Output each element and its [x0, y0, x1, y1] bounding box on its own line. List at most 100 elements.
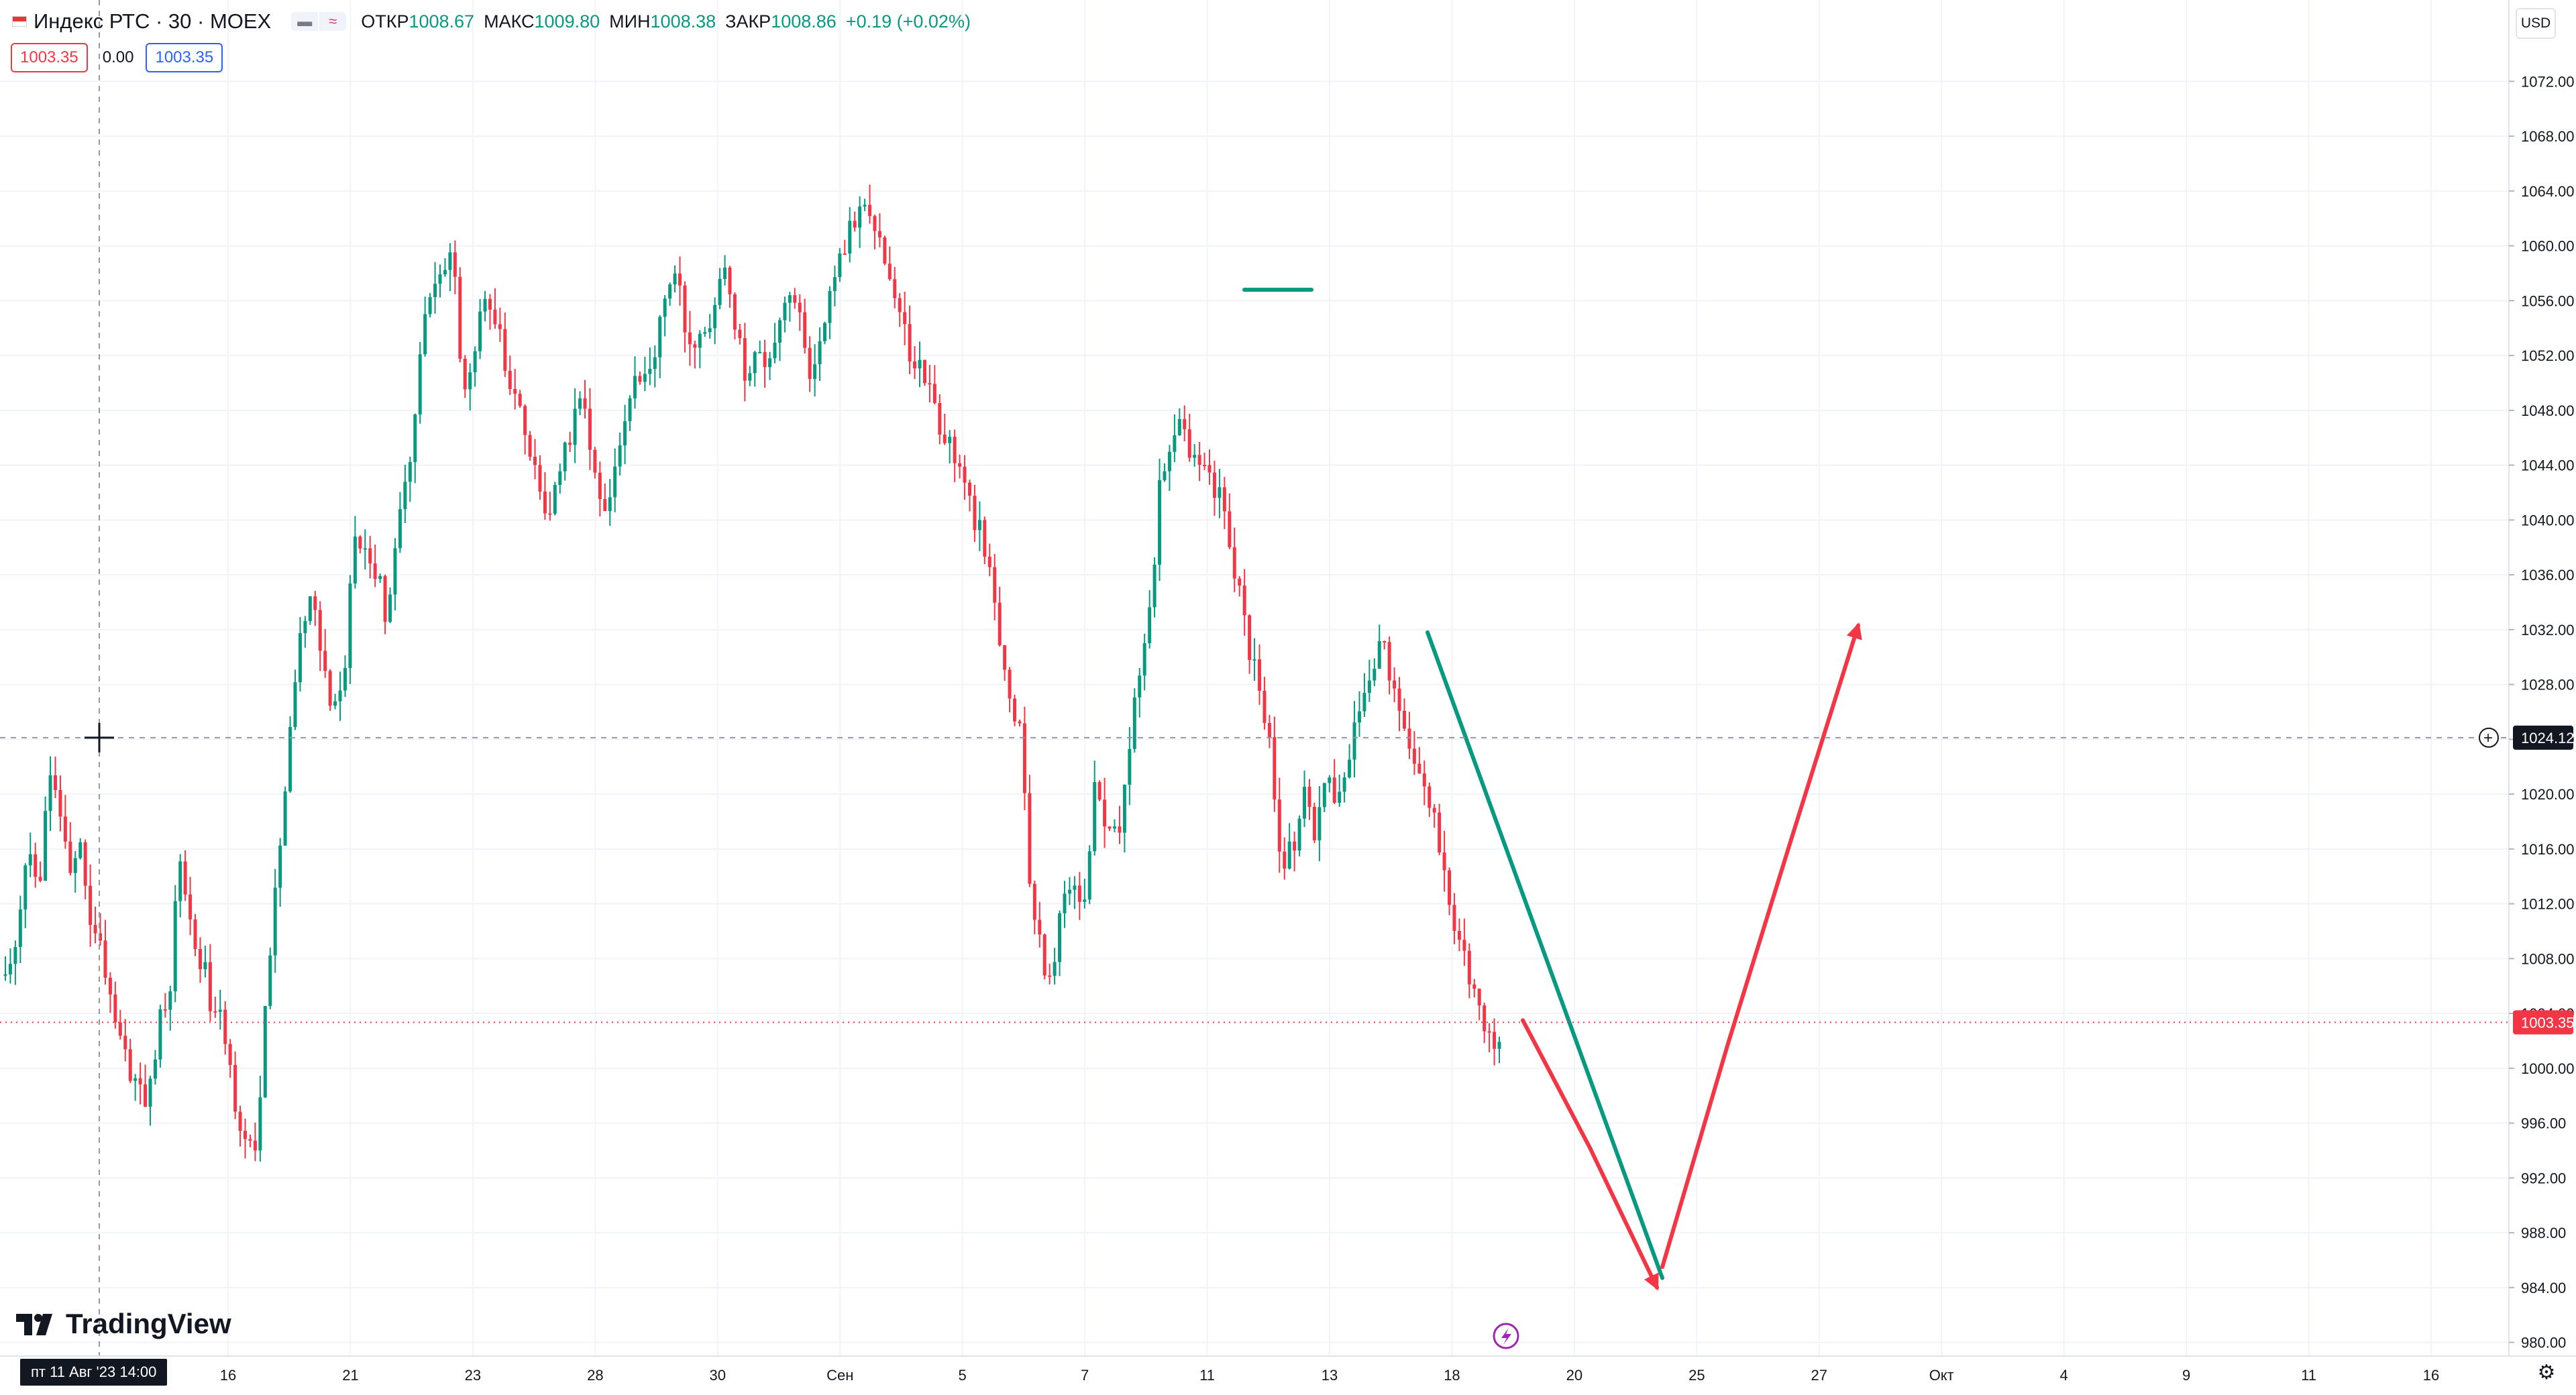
low-label: МИН	[609, 11, 651, 32]
candle-body	[993, 567, 997, 603]
candle-body	[438, 274, 442, 284]
price-tick-label: 1020.00	[2521, 786, 2575, 803]
symbol-title[interactable]: Индекс РТС · 30 · MOEX	[34, 9, 272, 33]
price-tick-label: 1052.00	[2521, 347, 2575, 364]
candle-body	[153, 1059, 157, 1079]
candle-body	[1422, 773, 1426, 787]
candle-body	[1032, 883, 1036, 920]
candle-body	[413, 414, 417, 462]
candle-body	[568, 442, 572, 445]
candle-body	[708, 328, 712, 333]
candle-body	[1407, 728, 1411, 749]
candle-body	[943, 435, 947, 443]
trend-arrow-green[interactable]	[1426, 630, 1664, 1280]
candle-body	[838, 253, 842, 278]
trend-arrow-red[interactable]	[1521, 1018, 1659, 1291]
high-value: 1009.80	[534, 11, 600, 32]
candle-body	[683, 285, 687, 333]
candle-body	[1342, 777, 1346, 792]
add-alert-icon[interactable]	[2479, 727, 2499, 748]
candle-body	[123, 1036, 127, 1050]
candle-body	[398, 509, 402, 549]
candle-body	[1152, 564, 1157, 608]
candle-body	[408, 461, 412, 482]
candle-body	[1338, 791, 1342, 803]
time-tick-label: Сен	[826, 1367, 853, 1384]
candle-body	[1128, 748, 1132, 785]
chart-grid	[0, 0, 2509, 1356]
candle-body	[638, 376, 642, 382]
plus-icon: +	[2483, 729, 2493, 747]
currency-button[interactable]: USD	[2516, 8, 2556, 39]
price-axis[interactable]: 1072.00 1068.00 1064.00 1060.00 1056.00 1052.…	[2479, 0, 2576, 1395]
candle-body	[698, 333, 702, 348]
candle-body	[373, 563, 377, 579]
price-tick-label: 1060.00	[2521, 238, 2575, 255]
candle-body	[1228, 511, 1232, 547]
price-tick-label: 980.00	[2521, 1335, 2566, 1351]
candle-body	[833, 277, 837, 291]
price-tick-label: 1036.00	[2521, 567, 2575, 583]
trend-arrow-red[interactable]	[1660, 622, 1862, 1270]
time-axis[interactable]: 16 21 23 28 30 Сен 5 7 11 13 18 20 25 27 Окт 4 9 11 16	[0, 1355, 2576, 1395]
candle-body	[118, 1022, 122, 1036]
candle-body	[1312, 807, 1316, 840]
wave-icon[interactable]: ≈	[319, 12, 347, 31]
settings-gear-icon[interactable]: ⚙	[2537, 1361, 2556, 1384]
candle-body	[987, 557, 991, 567]
candle-body	[983, 520, 987, 557]
candle-body	[932, 384, 936, 403]
candle-body	[238, 1111, 242, 1131]
time-tick-label: Окт	[1929, 1367, 1954, 1384]
time-tick-label: 5	[959, 1367, 967, 1384]
high-label: МАКС	[484, 11, 535, 32]
candle-body	[1393, 680, 1397, 689]
candle-body	[23, 865, 28, 909]
candle-body	[863, 205, 867, 207]
close-label: ЗАКР	[725, 11, 771, 32]
price-tick-label: 1044.00	[2521, 457, 2575, 474]
price-tick-label: 1008.00	[2521, 950, 2575, 967]
candle-body	[278, 845, 282, 888]
candle-body	[58, 789, 62, 817]
hide-legend-icon[interactable]: ▬	[291, 12, 319, 31]
candle-body	[93, 925, 97, 934]
buy-button[interactable]: 1003.35	[146, 43, 223, 72]
candle-body	[588, 408, 592, 450]
candle-body	[763, 351, 767, 368]
candle-body	[138, 1078, 142, 1084]
candle-body	[303, 620, 307, 634]
candle-body	[583, 398, 587, 409]
candle-body	[1263, 690, 1267, 723]
price-tick-label: 1064.00	[2521, 183, 2575, 200]
crosshair	[0, 0, 2509, 1356]
candle-body	[648, 368, 652, 374]
sell-button[interactable]: 1003.35	[11, 43, 88, 72]
tradingview-logo[interactable]: TradingView	[16, 1308, 231, 1340]
candle-body	[1493, 1031, 1497, 1049]
low-value: 1008.38	[650, 11, 716, 32]
candle-body	[903, 312, 907, 325]
candle-body	[99, 933, 103, 941]
candle-body	[1412, 748, 1416, 764]
time-tick-label: 28	[587, 1367, 603, 1384]
candle-body	[1112, 826, 1116, 829]
candle-body	[1283, 851, 1287, 869]
candle-body	[1022, 723, 1026, 793]
candle-body	[1093, 782, 1097, 852]
candle-body	[563, 442, 567, 471]
price-tick-label: 1068.00	[2521, 128, 2575, 145]
candle-body	[873, 216, 877, 231]
candle-body	[738, 329, 742, 339]
candle-body	[63, 816, 67, 842]
candle-body	[653, 357, 657, 369]
candle-body	[418, 354, 422, 414]
candle-body	[103, 940, 107, 978]
candle-body	[713, 304, 717, 329]
candle-body	[918, 359, 922, 369]
candle-body	[633, 376, 637, 398]
candle-body	[148, 1078, 152, 1107]
time-tick-label: 25	[1688, 1367, 1705, 1384]
candle-body	[268, 955, 272, 1006]
